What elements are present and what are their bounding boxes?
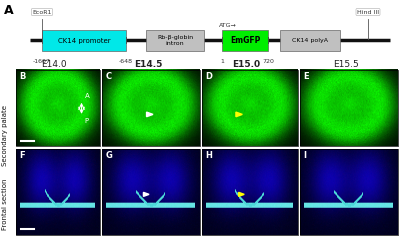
Polygon shape (236, 112, 242, 117)
Text: C: C (105, 72, 111, 81)
Bar (102, 70, 200, 146)
Bar (202, 149, 298, 235)
Bar (16, 149, 100, 235)
Text: E: E (303, 72, 309, 81)
Text: P: P (85, 118, 89, 124)
Polygon shape (146, 112, 153, 117)
Text: A: A (85, 93, 90, 98)
Text: EmGFP: EmGFP (230, 36, 260, 45)
Text: G: G (105, 151, 112, 160)
Bar (102, 149, 200, 235)
Text: Hind III: Hind III (357, 9, 379, 15)
Bar (146, 30, 204, 51)
Bar (42, 30, 126, 51)
Text: Frontal section: Frontal section (2, 179, 8, 230)
Text: ATG→: ATG→ (219, 23, 237, 28)
Text: E15.0: E15.0 (232, 60, 260, 69)
Bar (300, 70, 398, 146)
Text: F: F (19, 151, 25, 160)
Polygon shape (239, 192, 244, 197)
Bar (300, 149, 398, 235)
Text: E14.0: E14.0 (41, 60, 67, 69)
Text: E15.5: E15.5 (333, 60, 359, 69)
Text: EcoR1: EcoR1 (32, 9, 52, 15)
Bar (222, 30, 268, 51)
Text: -1607: -1607 (33, 59, 51, 64)
Text: A: A (4, 4, 14, 17)
Text: CK14 polyA: CK14 polyA (292, 38, 328, 43)
Text: Secondary palate: Secondary palate (2, 105, 8, 166)
Text: B: B (19, 72, 26, 81)
Text: 720: 720 (262, 59, 274, 64)
Bar (202, 70, 298, 146)
Text: 1: 1 (220, 59, 224, 64)
Text: H: H (205, 151, 212, 160)
Text: D: D (205, 72, 212, 81)
Text: CK14 promoter: CK14 promoter (58, 38, 110, 44)
Text: I: I (303, 151, 306, 160)
Text: E14.5: E14.5 (134, 60, 162, 69)
Text: Rb-β-globin
intron: Rb-β-globin intron (157, 35, 193, 46)
Text: -648: -648 (119, 59, 133, 64)
Polygon shape (144, 192, 149, 197)
Bar (16, 70, 100, 146)
Bar (280, 30, 340, 51)
